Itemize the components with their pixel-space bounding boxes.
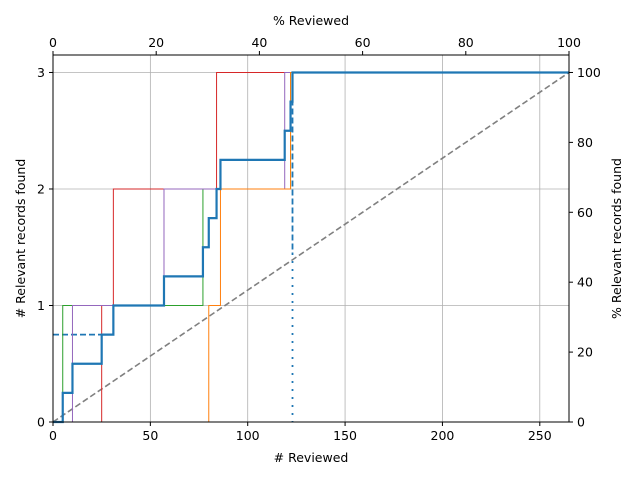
y-tick-label: 0 bbox=[37, 415, 45, 430]
y-tick-label: 2 bbox=[37, 181, 45, 196]
x-tick-label: 0 bbox=[49, 428, 57, 443]
right-y-tick-label: 40 bbox=[577, 275, 593, 290]
x-tick-label: 150 bbox=[333, 428, 357, 443]
y-tick-label: 3 bbox=[37, 65, 45, 80]
right-y-axis-label: % Relevant records found bbox=[609, 158, 624, 319]
top-x-axis-label: % Reviewed bbox=[273, 13, 349, 28]
x-axis-label: # Reviewed bbox=[274, 450, 349, 465]
right-y-tick-label: 80 bbox=[577, 135, 593, 150]
series-line-2 bbox=[53, 71, 569, 423]
right-y-tick-label: 100 bbox=[577, 65, 601, 80]
x-tick-label: 250 bbox=[528, 428, 552, 443]
series-line-3 bbox=[53, 71, 569, 423]
random-reference-line bbox=[52, 71, 570, 423]
top-x-tick-label: 100 bbox=[557, 35, 581, 50]
axes-frame bbox=[52, 54, 570, 423]
x-tick-label: 100 bbox=[236, 428, 260, 443]
top-x-tick-label: 20 bbox=[148, 35, 164, 50]
right-y-tick-label: 60 bbox=[577, 205, 593, 220]
plot-area bbox=[52, 71, 570, 424]
right-y-tick-label: 20 bbox=[577, 345, 593, 360]
series-line-5 bbox=[53, 71, 569, 424]
right-y-tick-label: 0 bbox=[577, 415, 585, 430]
grid bbox=[52, 55, 569, 423]
x-tick-label: 50 bbox=[142, 428, 158, 443]
top-x-tick-label: 80 bbox=[458, 35, 474, 50]
x-tick-label: 200 bbox=[431, 428, 455, 443]
top-x-tick-label: 60 bbox=[355, 35, 371, 50]
top-x-tick-label: 40 bbox=[251, 35, 267, 50]
y-tick-label: 1 bbox=[37, 298, 45, 313]
series-line-4 bbox=[53, 71, 569, 423]
y-axis-label: # Relevant records found bbox=[13, 159, 28, 319]
top-x-tick-label: 0 bbox=[49, 35, 57, 50]
